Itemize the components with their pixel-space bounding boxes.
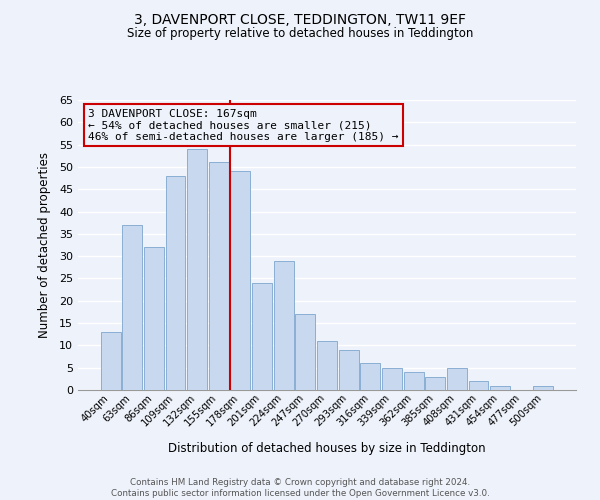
Bar	[361, 363, 380, 390]
Bar	[338, 350, 359, 390]
Bar	[209, 162, 229, 390]
Bar	[187, 149, 207, 390]
Bar	[317, 341, 337, 390]
Text: Contains HM Land Registry data © Crown copyright and database right 2024.
Contai: Contains HM Land Registry data © Crown c…	[110, 478, 490, 498]
Bar	[447, 368, 467, 390]
Bar	[122, 225, 142, 390]
Bar	[295, 314, 316, 390]
Y-axis label: Number of detached properties: Number of detached properties	[38, 152, 50, 338]
X-axis label: Distribution of detached houses by size in Teddington: Distribution of detached houses by size …	[168, 442, 486, 456]
Bar	[404, 372, 424, 390]
Bar	[230, 172, 250, 390]
Bar	[101, 332, 121, 390]
Bar	[425, 376, 445, 390]
Bar	[382, 368, 402, 390]
Bar	[469, 381, 488, 390]
Bar	[490, 386, 510, 390]
Bar	[252, 283, 272, 390]
Bar	[533, 386, 553, 390]
Text: Size of property relative to detached houses in Teddington: Size of property relative to detached ho…	[127, 28, 473, 40]
Bar	[144, 247, 164, 390]
Text: 3, DAVENPORT CLOSE, TEDDINGTON, TW11 9EF: 3, DAVENPORT CLOSE, TEDDINGTON, TW11 9EF	[134, 12, 466, 26]
Bar	[274, 260, 293, 390]
Text: 3 DAVENPORT CLOSE: 167sqm
← 54% of detached houses are smaller (215)
46% of semi: 3 DAVENPORT CLOSE: 167sqm ← 54% of detac…	[88, 108, 398, 142]
Bar	[166, 176, 185, 390]
